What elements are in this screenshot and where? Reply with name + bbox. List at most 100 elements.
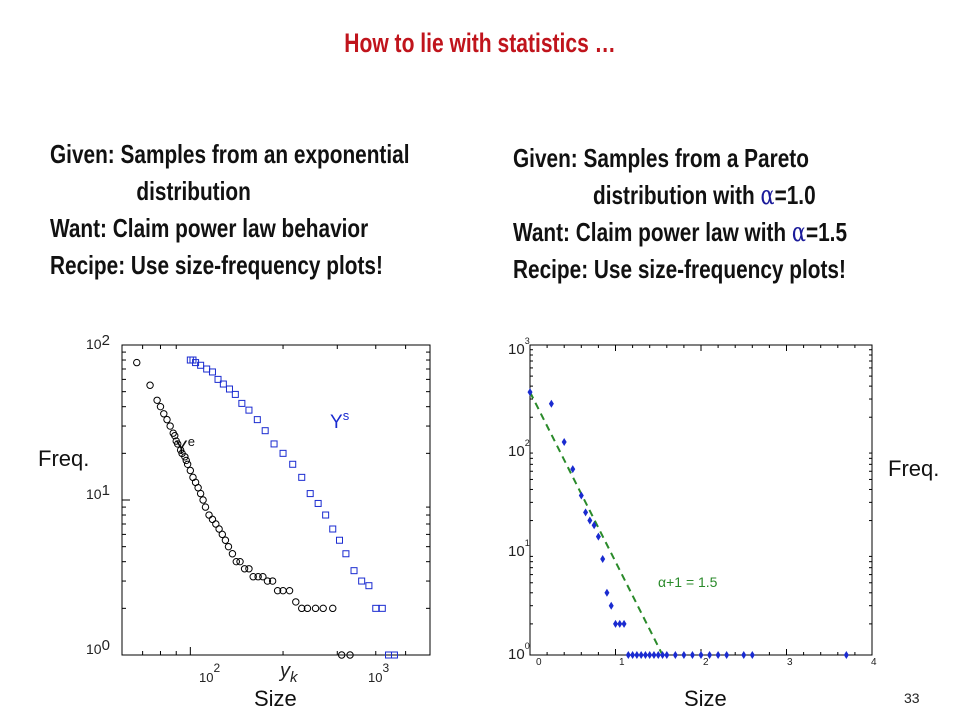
ys-point: [214, 375, 222, 383]
right-point: [707, 651, 713, 659]
ye-point: [311, 604, 320, 613]
ys-point: [390, 651, 398, 659]
ye-point: [205, 511, 213, 519]
right-point: [664, 651, 670, 659]
left-ytick-0: 100: [86, 637, 110, 657]
right-point: [608, 601, 614, 610]
ye-point: [166, 422, 174, 430]
right-xtick-3: 3: [787, 657, 793, 668]
right-point: [638, 651, 644, 659]
alpha-symbol: α: [760, 181, 775, 211]
ye-point: [228, 550, 237, 558]
ye-point: [133, 358, 141, 367]
yk-label: yk: [280, 660, 298, 686]
right-point: [630, 651, 636, 659]
ys-point: [219, 380, 227, 388]
ye-point: [208, 515, 217, 524]
ye-point: [346, 651, 354, 659]
ys-point: [231, 390, 239, 398]
ye-point: [160, 410, 168, 418]
ys-point: [335, 536, 343, 544]
ys-point: [322, 511, 330, 519]
right-point: [583, 508, 589, 517]
left-xtick-3: 103: [368, 661, 390, 685]
ye-point: [182, 456, 190, 465]
ys-point: [238, 399, 246, 407]
right-ylabel: Freq.: [888, 456, 940, 481]
right-ytick-2: 102: [508, 438, 530, 460]
ys-point: [203, 365, 211, 373]
ye-point: [186, 466, 195, 475]
ye-point: [319, 604, 327, 613]
ye-point: [259, 573, 267, 581]
ys-point: [342, 550, 350, 558]
ys-point: [270, 440, 278, 448]
right-point: [681, 651, 687, 659]
ye-point: [292, 598, 300, 606]
right-point: [741, 651, 747, 659]
ye-point: [285, 586, 294, 595]
right-point: [647, 651, 653, 659]
right-point: [587, 516, 593, 525]
ye-point: [146, 381, 154, 389]
right-xtick-1: 1: [619, 657, 625, 668]
right-point: [604, 588, 610, 597]
ye-point: [337, 651, 346, 659]
ye-point: [273, 586, 282, 595]
ye-point: [212, 520, 220, 528]
fit-line: [529, 391, 664, 656]
ye-point: [181, 453, 189, 461]
ys-point: [365, 582, 373, 590]
right-point: [724, 651, 730, 659]
left-given-line: Given: Samples from an exponential: [50, 139, 410, 169]
right-recipe-line: Recipe: Use size-frequency plots!: [513, 254, 846, 284]
right-point: [660, 651, 666, 659]
ye-point: [176, 446, 185, 454]
right-point: [749, 651, 755, 659]
ye-point: [303, 604, 312, 613]
right-want-line: Want: Claim power law with α=1.5: [513, 214, 847, 251]
ye-point: [174, 440, 182, 448]
right-point: [843, 651, 849, 659]
ye-point: [221, 536, 230, 544]
left-xlabel: Size: [254, 686, 297, 711]
right-point: [548, 399, 554, 408]
ye-point: [268, 577, 277, 585]
fit-label: α+1 = 1.5: [658, 574, 718, 590]
ys-point: [298, 473, 306, 481]
right-xlabel: Size: [684, 686, 727, 711]
ys-point: [358, 577, 366, 585]
right-xtick-4: 4: [871, 657, 877, 668]
right-point: [672, 651, 678, 659]
left-xtick-2: 102: [199, 661, 221, 685]
ys-point: [378, 604, 386, 612]
ye-point: [199, 496, 207, 504]
ye-point: [153, 396, 161, 404]
ye-point: [249, 573, 257, 581]
ye-point: [196, 489, 205, 498]
left-bullets: Given: Samples from an exponential distr…: [50, 136, 409, 284]
ys-point: [225, 385, 233, 393]
ye-point: [232, 557, 240, 566]
left-ytick-1: 101: [86, 482, 110, 502]
ye-point: [236, 557, 244, 566]
ye-point: [183, 460, 192, 468]
left-want-line: Want: Claim power law behavior: [50, 213, 369, 243]
ys-point: [253, 416, 261, 424]
right-ytick-0: 100: [508, 641, 530, 663]
right-point: [527, 388, 533, 397]
ye-point: [254, 573, 262, 581]
ye-point: [215, 525, 223, 533]
ye-point: [218, 530, 227, 539]
ys-point: [279, 449, 287, 457]
right-xtick-2: 2: [703, 657, 709, 668]
right-given-line-cont: distribution with α=1.0: [513, 177, 847, 214]
page-number: 33: [904, 690, 920, 706]
ys-point: [208, 368, 216, 376]
right-given-text: distribution with: [593, 180, 761, 210]
ye-point: [163, 415, 171, 424]
right-want-value: =1.5: [805, 217, 848, 247]
right-point: [625, 651, 631, 659]
ye-point: [240, 565, 249, 573]
